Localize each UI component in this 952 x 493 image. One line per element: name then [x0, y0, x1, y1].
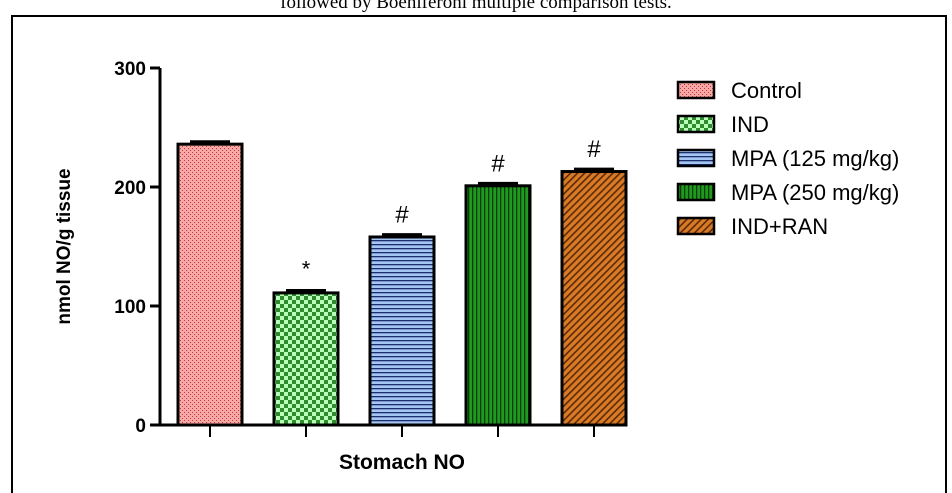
significance-marker: * — [302, 257, 311, 282]
significance-marker: # — [491, 150, 505, 177]
legend-swatch — [676, 80, 716, 100]
y-tick-label: 0 — [135, 416, 146, 437]
y-tick-label: 200 — [114, 178, 146, 199]
legend: Control IND MPA (125 mg/kg) MPA (250 mg/kg)… — [676, 78, 899, 239]
legend-swatch — [676, 114, 716, 134]
legend-label: MPA (250 mg/kg) — [731, 180, 899, 205]
bar-2 — [272, 291, 340, 427]
legend-swatch — [676, 148, 716, 168]
legend-label: MPA (125 mg/kg) — [731, 146, 899, 171]
legend-swatch — [676, 182, 716, 202]
y-axis-label: nmol NO/g tissue — [54, 168, 75, 324]
significance-marker: # — [587, 136, 601, 163]
figure-caption: followed by Boeniferoni multiple compari… — [280, 0, 672, 13]
x-axis-label: Stomach NO — [339, 451, 465, 474]
bar-5 — [560, 170, 628, 427]
significance-marker: # — [395, 202, 409, 229]
y-tick-label: 100 — [114, 297, 146, 318]
legend-swatch — [676, 216, 716, 236]
bar-4 — [464, 184, 532, 427]
legend-label: Control — [731, 78, 802, 103]
y-tick-label: 300 — [114, 59, 146, 80]
figure-frame — [11, 15, 947, 493]
bar-1 — [176, 142, 244, 427]
legend-label: IND — [731, 112, 769, 137]
bar-3 — [368, 235, 436, 427]
legend-label: IND+RAN — [731, 214, 828, 239]
plot-area: 0 100 200 300 nmol NO/g tissue Stomach NO * # # # — [54, 59, 628, 474]
